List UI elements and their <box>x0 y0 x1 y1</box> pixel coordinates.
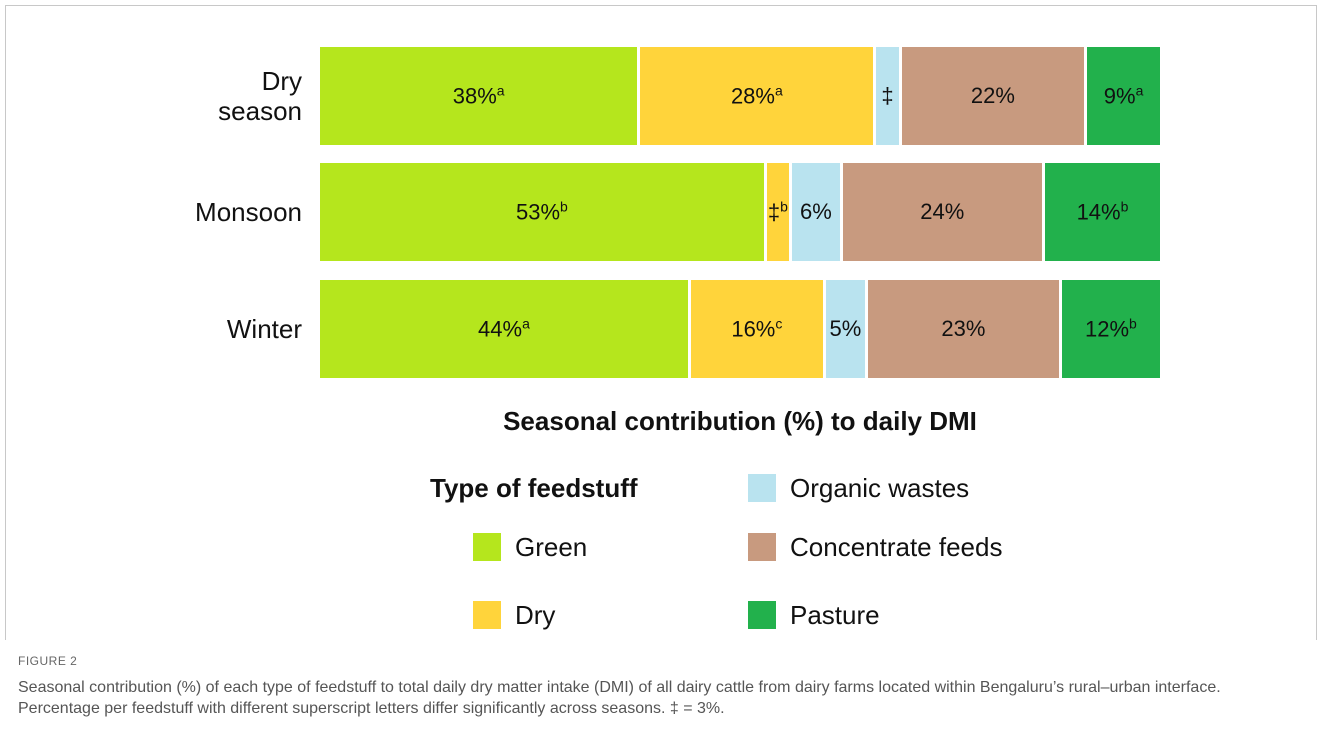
data-label-superscript: a <box>522 315 530 332</box>
figure-frame <box>5 5 1317 640</box>
data-label-value: 53% <box>515 199 561 225</box>
data-label-superscript: b <box>780 198 788 215</box>
data-label-superscript: b <box>1129 315 1137 332</box>
legend-label: Green <box>515 532 588 562</box>
bar-segment <box>640 47 874 145</box>
data-label: 16%c <box>731 316 782 343</box>
data-label-value: 24% <box>920 199 965 224</box>
legend-swatch <box>473 601 501 629</box>
data-label: 24% <box>920 199 964 225</box>
data-label: ‡b <box>768 199 788 226</box>
data-label-value: 5% <box>829 316 862 341</box>
data-label-superscript: a <box>496 82 505 99</box>
data-label-value: 28% <box>730 83 775 109</box>
data-label-superscript: b <box>1120 198 1129 215</box>
data-label-superscript: b <box>560 198 568 215</box>
data-label: 22% <box>971 83 1015 109</box>
bar-segment <box>766 163 790 261</box>
bar-segment <box>1044 163 1160 261</box>
legend-label: Organic wastes <box>790 473 970 503</box>
legend-swatch <box>473 533 501 561</box>
bar-segment <box>825 280 865 378</box>
bar-segment <box>792 163 840 261</box>
legend-title: Type of feedstuff <box>430 473 638 503</box>
bar-segment <box>1087 47 1160 145</box>
y-tick-label: Monsoon <box>195 197 302 227</box>
data-label-value: 16% <box>731 316 776 342</box>
data-label-value: ‡ <box>881 83 894 108</box>
legend-swatch <box>748 601 776 629</box>
data-label-superscript: c <box>775 315 783 332</box>
y-tick-label: Winter <box>226 314 302 344</box>
chart-title: Seasonal contribution (%) to daily DMI <box>503 406 977 436</box>
data-label: 38%a <box>453 83 505 110</box>
data-label-superscript: a <box>1135 82 1144 99</box>
bar-segment <box>320 47 638 145</box>
bar-segment <box>690 280 823 378</box>
data-label: 28%a <box>731 83 783 110</box>
bar-segment <box>320 163 764 261</box>
caption-label: FIGURE 2 <box>18 654 78 668</box>
data-label: 5% <box>829 316 861 342</box>
bar-segment <box>842 163 1042 261</box>
data-label: 23% <box>941 316 985 342</box>
legend-label: Concentrate feeds <box>790 532 1003 562</box>
data-label-value: ‡ <box>767 199 781 225</box>
data-label: 14%b <box>1077 199 1129 226</box>
legend-swatch <box>748 474 776 502</box>
legend-label: Pasture <box>790 600 880 630</box>
data-label-value: 44% <box>478 316 523 342</box>
data-label-value: 23% <box>941 316 986 341</box>
chart: Seasonal contribution (%) to daily DMI T… <box>195 47 1160 630</box>
data-label: 9%a <box>1104 83 1144 110</box>
data-label-value: 38% <box>452 83 497 109</box>
bar-segment <box>1061 280 1160 378</box>
bar-segment <box>876 47 899 145</box>
y-tick-label: Dry season <box>218 66 302 126</box>
bar-segment <box>901 47 1085 145</box>
legend-label: Dry <box>515 600 556 630</box>
data-label-value: 12% <box>1084 316 1130 342</box>
data-label-value: 14% <box>1076 199 1121 225</box>
data-label-value: 9% <box>1103 83 1136 109</box>
data-label: 12%b <box>1085 316 1137 343</box>
legend-swatch <box>748 533 776 561</box>
data-label-value: 6% <box>799 199 832 224</box>
caption-text: Seasonal contribution (%) of each type o… <box>18 679 1221 717</box>
data-label-superscript: a <box>774 82 783 99</box>
data-label: 6% <box>800 199 832 225</box>
data-label: ‡ <box>881 83 893 109</box>
data-label-value: 22% <box>970 83 1015 108</box>
data-label: 53%b <box>516 199 568 226</box>
bar-segment <box>867 280 1059 378</box>
bar-segment <box>320 280 688 378</box>
data-label: 44%a <box>478 316 530 343</box>
